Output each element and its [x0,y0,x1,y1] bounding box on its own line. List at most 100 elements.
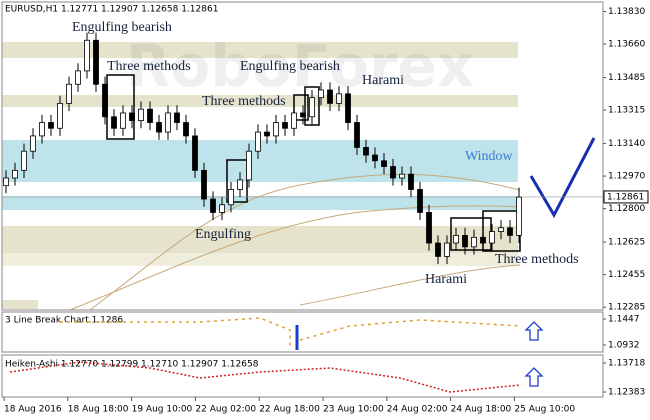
candle-body [201,169,207,200]
zone [2,300,38,309]
annotation: Engulfing bearish [240,59,340,74]
y-tick-label: 1.12625 [608,238,645,248]
candle-body [408,173,414,190]
annotation: Engulfing bearish [72,20,172,35]
candle-body [165,112,171,133]
y-tick-label: 1.13140 [608,139,645,149]
annotation: Three methods [495,252,579,267]
up-arrow [524,321,544,341]
candle-body [84,39,90,72]
indicator-trace [60,317,521,348]
candle-body [516,196,522,236]
candle-body [147,108,153,123]
y-tick-label: 1.12285 [608,303,645,313]
main-frame [1,1,604,311]
candle-body [444,242,450,257]
candle-body [39,122,45,137]
candle-body [372,154,378,162]
last-price-label: 1.12861 [607,192,644,202]
candle-body [300,112,306,118]
candle-body [75,70,81,85]
candle-body [255,131,261,152]
candle-body [93,39,99,85]
x-tick-label: 25 Aug 10:00 [514,405,575,415]
y-tick-label: 1.13830 [608,7,645,17]
candle-body [246,150,252,181]
y-tick-label: 1.13660 [608,40,645,50]
candle-body [480,236,486,244]
candle-body [102,83,108,118]
y-tick-label: 1.0932 [608,340,640,350]
candle-body [210,198,216,213]
candle-body [183,122,189,137]
candle-body [21,150,27,171]
candle-body [390,166,396,179]
pattern-box [304,86,320,126]
candle-body [219,204,225,213]
x-tick-label: 18 Aug 2016 [4,405,62,415]
x-tick-label: 24 Aug 18:00 [451,405,512,415]
candle-body [273,122,279,137]
candle-body [471,236,477,248]
y-tick-label: 1.13485 [608,73,645,83]
annotation: Harami [362,73,404,88]
annotation: Three methods [107,59,191,74]
zone [2,42,518,58]
indicator-trace [9,361,521,393]
candle-body [174,112,180,123]
candle-body [363,146,369,156]
indicator-label: 3 Line Break Chart 1.1286 [5,316,123,326]
candle-body [66,83,72,104]
forecast-check [529,137,596,219]
candle-body [192,135,198,171]
y-tick-label: 1.13315 [608,106,645,116]
candle-body [345,93,351,123]
moving-average [69,205,521,311]
chart-title: EURUSD,H1 1.12771 1.12907 1.12658 1.1286… [5,5,218,15]
y-tick-label: 1.1447 [608,315,640,325]
candle-body [453,234,459,244]
candle-body [426,212,432,244]
candle-body [489,231,495,244]
candle-body [435,242,441,257]
zone [2,95,518,107]
zone [2,196,518,210]
last-price-box [603,190,649,204]
moving-average [299,264,521,306]
candle-body [291,112,297,129]
candle-body [264,131,270,137]
y-tick-label: 1.12970 [608,172,645,182]
y-tick-label: 1.12455 [608,270,645,280]
candle-body [462,234,468,248]
indicator-label: Heiken-Ashi 1.12770 1.12799 1.12710 1.12… [5,360,259,370]
candle-body [12,169,18,179]
pattern-box [226,159,248,203]
annotation: Window [465,149,514,164]
annotation: Three methods [202,94,286,109]
moving-average [89,173,521,311]
up-arrow [524,367,544,387]
x-tick-label: 18 Aug 18:00 [68,405,129,415]
candle-body [3,177,9,187]
candle-body [228,189,234,206]
candle-body [282,122,288,129]
x-tick-label: 19 Aug 10:00 [132,405,193,415]
candle-body [57,102,63,129]
candle-body [381,160,387,167]
candle-body [354,122,360,148]
candle-body [309,97,315,118]
candle-body [498,227,504,232]
candle-body [318,89,324,99]
y-tick-label: 1.12800 [608,204,645,214]
candle-body [399,173,405,179]
annotation: Engulfing [195,227,251,242]
candle-body [156,122,162,133]
candle-body [327,89,333,104]
candle-body [129,112,135,122]
y-tick-label: 1.12383 [608,388,645,398]
candle-body [336,93,342,104]
candle-body [48,122,54,129]
candle-body [30,135,36,152]
candle-body [120,112,126,129]
x-tick-label: 22 Aug 18:00 [259,405,320,415]
